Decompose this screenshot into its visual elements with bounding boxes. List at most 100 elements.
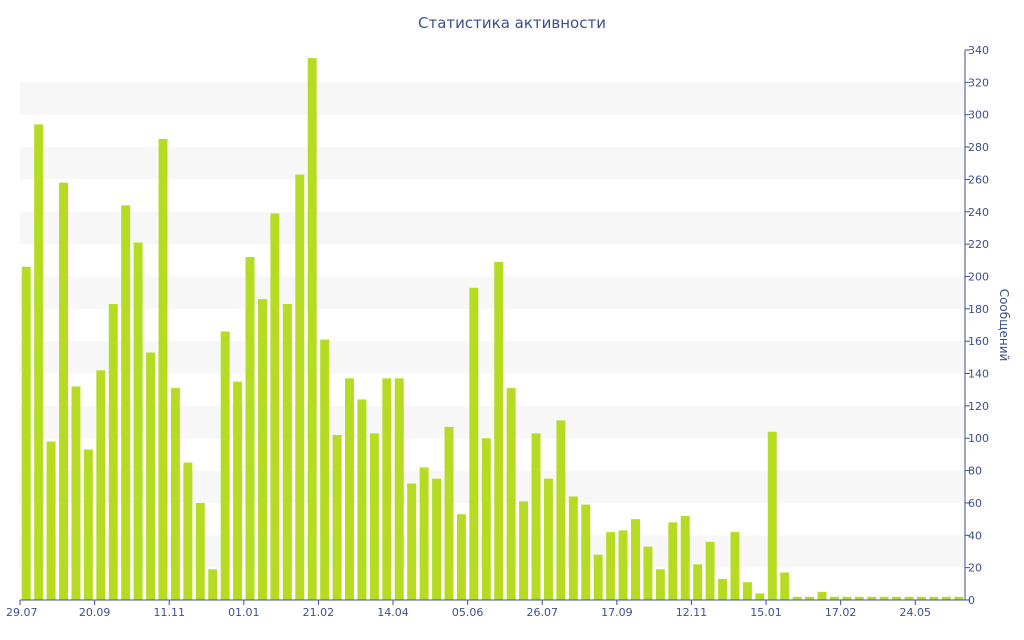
bar (444, 426, 454, 600)
bar (917, 596, 926, 600)
y-tick-label: 260 (968, 173, 989, 186)
bar (432, 478, 442, 600)
bar (929, 596, 939, 600)
y-tick-label: 80 (968, 465, 982, 478)
bar (631, 519, 640, 600)
bar (780, 572, 790, 600)
bar (556, 420, 566, 600)
bar (581, 504, 591, 600)
bar (643, 546, 653, 600)
x-tick-label: 17.02 (825, 606, 857, 619)
bar (941, 596, 951, 600)
bar (829, 596, 839, 600)
y-tick-label: 100 (968, 432, 989, 445)
bar (519, 501, 529, 600)
bar (195, 502, 205, 600)
bar (606, 532, 616, 600)
grid-band (20, 276, 965, 309)
bar (469, 287, 479, 600)
y-tick-label: 40 (968, 529, 982, 542)
bar (295, 174, 305, 600)
grid-band (20, 211, 965, 245)
x-tick-label: 24.05 (900, 606, 932, 619)
x-tick-label: 01.01 (228, 606, 260, 619)
bar (817, 591, 827, 600)
bar (892, 596, 902, 600)
x-tick-label: 12.11 (676, 606, 708, 619)
x-tick-label: 17.09 (601, 606, 633, 619)
y-tick-label: 180 (968, 303, 989, 316)
bar (220, 331, 230, 600)
y-tick-label: 160 (968, 335, 989, 348)
bar (718, 578, 728, 600)
bar (668, 522, 678, 600)
bar (46, 441, 56, 600)
y-tick-label: 220 (968, 238, 989, 251)
x-tick-label: 15.01 (750, 606, 782, 619)
bar (879, 596, 889, 600)
y-tick-label: 240 (968, 206, 989, 219)
bar (742, 582, 752, 600)
bar (767, 431, 777, 600)
bar (345, 378, 354, 600)
bar (233, 381, 243, 600)
bar (282, 303, 292, 600)
bar (419, 467, 429, 600)
bar (369, 433, 379, 600)
x-tick-label: 26.07 (526, 606, 558, 619)
bar (170, 388, 180, 600)
y-tick-label: 200 (968, 270, 989, 283)
x-tick-label: 21.02 (303, 606, 335, 619)
bar (83, 449, 93, 600)
bar (568, 496, 578, 600)
bar (792, 596, 802, 600)
bar (593, 554, 603, 600)
x-tick-label: 29.07 (6, 606, 38, 619)
bar (146, 352, 156, 600)
y-tick-label: 120 (968, 400, 989, 413)
grid-band (20, 147, 965, 180)
y-tick-label: 340 (968, 44, 989, 57)
bar (59, 182, 68, 600)
bar (382, 378, 392, 600)
bar (705, 541, 715, 600)
y-tick-label: 300 (968, 109, 989, 122)
bar (755, 593, 765, 600)
y-tick-label: 0 (968, 594, 975, 607)
bar (394, 378, 404, 600)
bar (71, 386, 81, 600)
bar (494, 261, 504, 600)
bar (805, 596, 815, 600)
y-tick-label: 320 (968, 76, 989, 89)
bar (320, 339, 330, 600)
bar (867, 596, 877, 600)
bar (456, 514, 466, 600)
bar (842, 596, 852, 600)
x-tick-label: 11.11 (153, 606, 185, 619)
bar (680, 515, 690, 600)
bar (854, 596, 864, 600)
y-tick-label: 60 (968, 497, 982, 510)
x-tick-label: 14.04 (377, 606, 409, 619)
y-axis-label: Сообщений (997, 289, 1011, 362)
bar (954, 596, 964, 600)
bar (21, 266, 31, 600)
bar (332, 435, 342, 600)
y-tick-label: 20 (968, 562, 982, 575)
bar (121, 205, 131, 600)
bar (183, 462, 193, 600)
bar (481, 438, 491, 600)
grid-band (20, 341, 965, 374)
bar (257, 299, 267, 600)
bar (531, 433, 541, 600)
y-tick-label: 280 (968, 141, 989, 154)
bar (133, 242, 143, 600)
bar (693, 564, 703, 600)
grid-band (20, 82, 965, 115)
bar (904, 596, 914, 600)
bar (34, 124, 44, 600)
bar (618, 530, 628, 600)
bar (270, 213, 280, 600)
bar (307, 58, 317, 600)
